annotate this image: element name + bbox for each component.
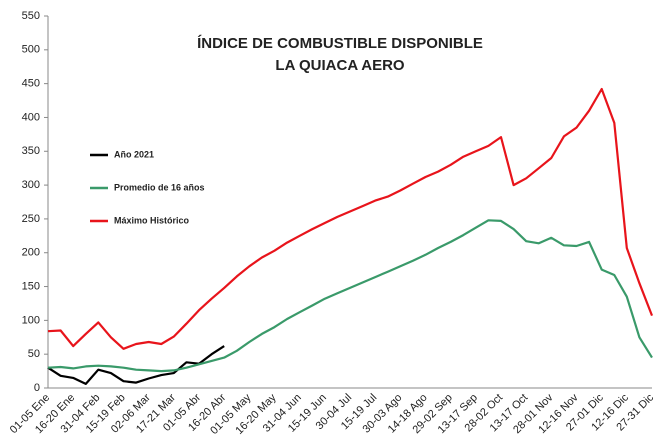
line-series [47, 219, 653, 373]
legend-label: Promedio de 16 años [114, 182, 205, 192]
chart-title: ÍNDICE DE COMBUSTIBLE DISPONIBLE [197, 35, 483, 52]
legend-label: Máximo Histórico [114, 215, 190, 225]
y-tick-label: 200 [22, 247, 40, 259]
y-tick-label: 50 [28, 348, 40, 360]
y-tick-label: 400 [22, 111, 40, 123]
y-tick-label: 0 [34, 382, 40, 394]
y-tick-label: 350 [22, 145, 40, 157]
legend-label: Año 2021 [114, 149, 154, 159]
y-tick-label: 450 [22, 78, 40, 90]
y-tick-label: 550 [22, 10, 40, 22]
chart-subtitle: LA QUIACA AERO [275, 57, 404, 74]
y-tick-label: 100 [22, 314, 40, 326]
line-series [47, 345, 225, 385]
y-tick-label: 500 [22, 44, 40, 56]
line-series [47, 87, 654, 350]
y-tick-label: 150 [22, 280, 40, 292]
y-tick-label: 250 [22, 213, 40, 225]
y-tick-label: 300 [22, 179, 40, 191]
